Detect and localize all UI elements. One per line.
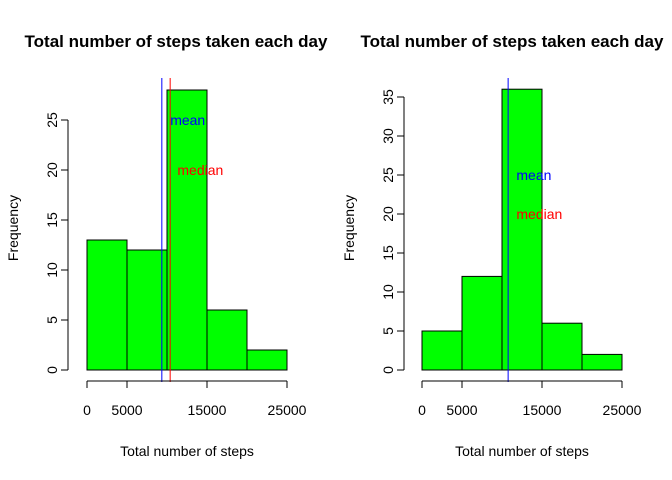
chart-left-bar [86, 239, 128, 371]
chart-right-y-tick-label: 25 [380, 167, 396, 183]
chart-left-y-tick-label: 15 [44, 212, 60, 228]
chart-left-x-tick-label: 0 [83, 402, 91, 418]
chart-left-plot: mean median 0 5 10 15 20 25 0 5000 15000 25000 [44, 78, 307, 418]
chart-left-x-tick-label: 15000 [188, 402, 227, 418]
chart-right-bar [501, 88, 543, 371]
chart-left-y-tick-label: 0 [44, 366, 60, 374]
chart-right-y-tick-label: 5 [380, 327, 396, 335]
chart-right-x-tick-label: 25000 [603, 402, 642, 418]
chart-left-y-tick-label: 10 [44, 262, 60, 278]
chart-right-x-axis-label: Total number of steps [455, 443, 589, 459]
chart-right-y-tick-label: 0 [380, 366, 396, 374]
chart-left-title: Total number of steps taken each day [25, 32, 328, 51]
chart-left-x-tick-label: 25000 [268, 402, 307, 418]
chart-left-y-tick-label: 5 [44, 316, 60, 324]
chart-left-bar [166, 89, 208, 371]
chart-right-y-tick-label: 35 [380, 89, 396, 105]
chart-right-bar [461, 275, 503, 371]
chart-left-bar [246, 349, 288, 371]
chart-left-annotation: median [177, 162, 223, 178]
chart-left-bar [126, 249, 168, 371]
chart-right-bar [541, 322, 583, 371]
chart-right-annotation: mean [516, 167, 551, 183]
chart-right-title: Total number of steps taken each day [361, 32, 664, 51]
chart-right-y-tick-label: 20 [380, 206, 396, 222]
chart-right: Total number of steps taken each day Tot… [341, 32, 664, 459]
chart-right-y-tick-label: 30 [380, 128, 396, 144]
chart-left: Total number of steps taken each day Tot… [5, 32, 328, 459]
chart-left-y-axis-label: Frequency [5, 195, 21, 261]
chart-right-y-axis-label: Frequency [341, 195, 357, 261]
chart-left-x-axis-label: Total number of steps [120, 443, 254, 459]
chart-right-x-tick-label: 5000 [446, 402, 477, 418]
chart-right-annotation: median [516, 206, 562, 222]
chart-right-y-tick-label: 10 [380, 284, 396, 300]
chart-left-x-tick-label: 5000 [111, 402, 142, 418]
chart-left-annotation: mean [170, 112, 205, 128]
chart-right-y-tick-label: 15 [380, 245, 396, 261]
chart-left-y-tick-label: 25 [44, 112, 60, 128]
chart-right-bar [421, 330, 463, 371]
chart-right-x-tick-label: 15000 [523, 402, 562, 418]
chart-right-x-tick-label: 0 [418, 402, 426, 418]
chart-left-y-tick-label: 20 [44, 162, 60, 178]
chart-right-bar [581, 353, 623, 371]
chart-left-bar [206, 309, 248, 371]
chart-right-plot: mean median 0 5 10 15 20 25 30 35 0 5000 15000 25000 [380, 78, 642, 418]
